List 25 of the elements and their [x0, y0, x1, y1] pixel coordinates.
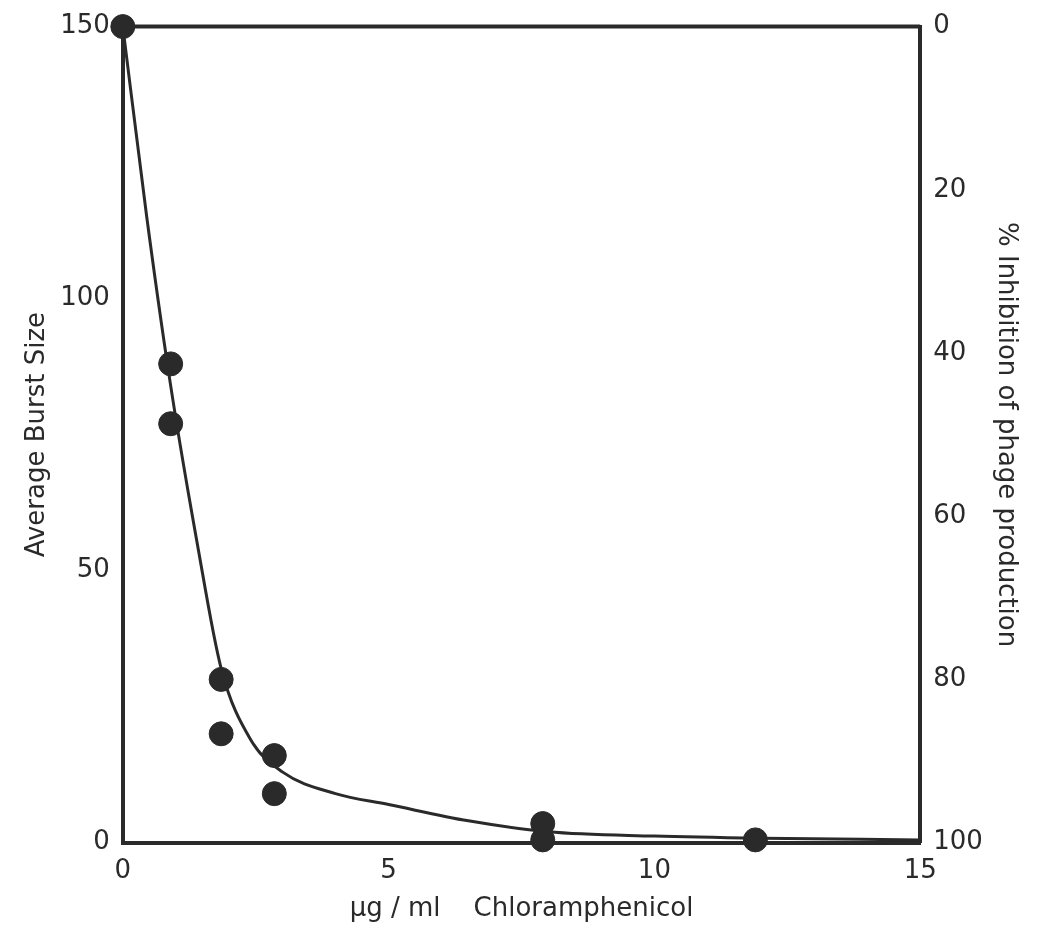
point [110, 14, 136, 40]
y2-tick-label: 20 [933, 172, 967, 203]
y2-tick-label: 100 [933, 825, 983, 856]
y-tick-label: 100 [60, 281, 110, 312]
x-tick-label: 0 [114, 853, 132, 884]
y2-axis-title: % Inhibition of phage production [992, 221, 1023, 648]
x-tick-label: 15 [903, 853, 937, 884]
y2-tick-label: 80 [933, 662, 967, 693]
point [261, 743, 287, 769]
x-tick-label: 5 [380, 853, 397, 884]
y2-tick-label: 60 [933, 498, 967, 529]
y-tick-label: 150 [60, 9, 110, 40]
point [742, 827, 768, 853]
y2-tick-label: 0 [933, 9, 950, 40]
x-tick-label: 10 [637, 853, 671, 884]
y-tick-label: 50 [76, 553, 110, 584]
y2-tick-label: 40 [933, 335, 967, 366]
point [261, 781, 287, 807]
y-axis-title: Average Burst Size [20, 311, 51, 558]
point [208, 666, 234, 692]
point [158, 411, 184, 437]
point [208, 721, 234, 747]
y-tick-label: 0 [93, 825, 110, 856]
x-axis-title: µg / ml Chloramphenicol [349, 892, 694, 923]
point [158, 351, 184, 377]
